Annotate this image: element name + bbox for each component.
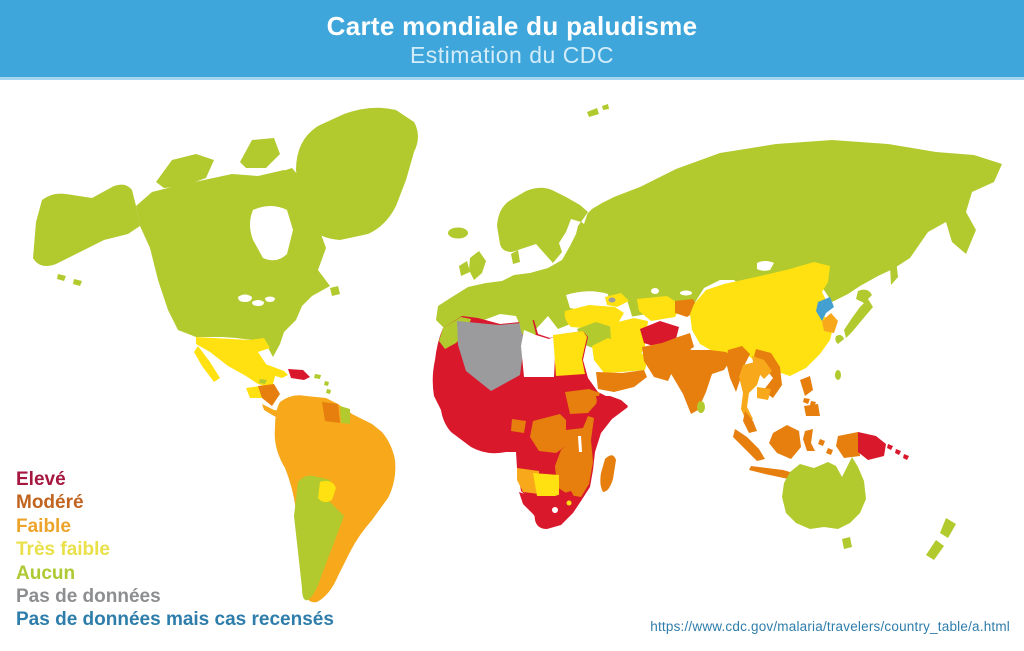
- region-cambodia: [757, 387, 771, 400]
- region-somalia: [594, 396, 628, 430]
- region-india: [658, 344, 732, 414]
- region-black-sea: [566, 291, 610, 310]
- region-rift-lake: [578, 436, 582, 452]
- region-sri-lanka: [697, 401, 705, 413]
- region-china: [690, 262, 834, 376]
- region-arctic-islands: [156, 138, 304, 206]
- region-paraguay: [318, 480, 336, 503]
- legend-item-pas-de-donnees: Pas de données: [16, 586, 161, 608]
- region-turkey: [564, 305, 624, 329]
- region-north-korea: [816, 297, 834, 321]
- region-newfoundland: [330, 286, 340, 296]
- region-myanmar: [726, 346, 750, 392]
- region-egypt: [553, 331, 587, 376]
- region-libya: [521, 330, 556, 377]
- region-algeria: [457, 321, 524, 391]
- page-title: Carte mondiale du paludisme: [326, 11, 698, 41]
- legend-item-faible: Faible: [16, 515, 71, 537]
- region-japan: [835, 289, 873, 344]
- world-map: [0, 80, 1024, 651]
- region-malay-peninsula: [743, 411, 757, 433]
- region-west-papua: [836, 432, 860, 458]
- region-svalbard: [587, 104, 609, 117]
- region-ethiopia: [565, 389, 600, 414]
- region-aral-sea: [651, 288, 659, 294]
- region-guyana: [322, 402, 340, 423]
- region-yemen-oman: [596, 370, 647, 392]
- region-papua-new-guinea: [858, 432, 886, 460]
- region-central-asia: [637, 296, 681, 321]
- region-mexico: [194, 337, 276, 388]
- header: Carte mondiale du paludisme Estimation d…: [0, 0, 1024, 80]
- region-east-africa: [555, 416, 594, 497]
- region-sakhalin: [890, 260, 898, 285]
- region-denmark: [511, 250, 520, 264]
- region-alaska: [33, 184, 140, 286]
- region-south-korea: [822, 313, 838, 333]
- region-taiwan: [835, 370, 841, 380]
- region-honduras-nicaragua: [258, 384, 280, 406]
- region-scandinavia: [497, 187, 588, 263]
- region-guatemala: [246, 386, 262, 398]
- legend-item-eleve: Elevé: [16, 469, 66, 490]
- region-iceland: [448, 227, 468, 239]
- legend-item-aucun: Aucun: [16, 562, 76, 584]
- region-baikal-lake: [757, 261, 774, 271]
- region-australia: [782, 457, 866, 549]
- region-jamaica: [259, 379, 267, 384]
- region-united-kingdom: [469, 251, 486, 280]
- region-antilles: [324, 381, 331, 394]
- region-hispaniola: [288, 369, 310, 380]
- region-madagascar: [600, 455, 616, 492]
- region-philippines: [800, 376, 820, 416]
- region-balkhash-lake: [680, 290, 692, 296]
- region-gabon: [511, 419, 526, 433]
- legend-item-cas-recenses: Pas de données mais cas recensés: [16, 609, 334, 631]
- region-puerto-rico: [314, 374, 321, 379]
- region-hudson-bay: [250, 206, 293, 261]
- legend-item-tres-faible: Très faible: [16, 539, 110, 561]
- region-caucasus: [605, 293, 629, 307]
- region-suriname: [340, 406, 350, 424]
- page-subtitle: Estimation du CDC: [409, 42, 615, 68]
- region-swaziland: [566, 500, 572, 506]
- legend-item-modere: Modéré: [16, 492, 84, 514]
- region-georgia: [608, 297, 616, 303]
- region-thailand: [739, 362, 761, 423]
- region-botswana: [533, 473, 559, 496]
- region-southern-cone: [294, 475, 344, 601]
- region-solomon-islands: [887, 444, 909, 460]
- source-url[interactable]: https://www.cdc.gov/malaria/travelers/co…: [650, 619, 1010, 634]
- region-indonesia: [733, 425, 834, 492]
- legend: Elevé Modéré Faible Très faible Aucun Pa…: [16, 468, 334, 632]
- region-laos: [752, 356, 772, 379]
- region-lesotho: [552, 507, 558, 513]
- region-new-zealand: [926, 518, 956, 560]
- region-south-africa: [519, 491, 576, 527]
- region-saudi-arabia: [592, 338, 648, 373]
- region-great-lakes: [238, 294, 275, 306]
- region-ireland: [459, 261, 470, 276]
- region-eurasia: [436, 140, 1002, 334]
- region-greenland: [296, 107, 418, 240]
- region-cuba: [248, 363, 288, 378]
- region-drc: [530, 414, 566, 453]
